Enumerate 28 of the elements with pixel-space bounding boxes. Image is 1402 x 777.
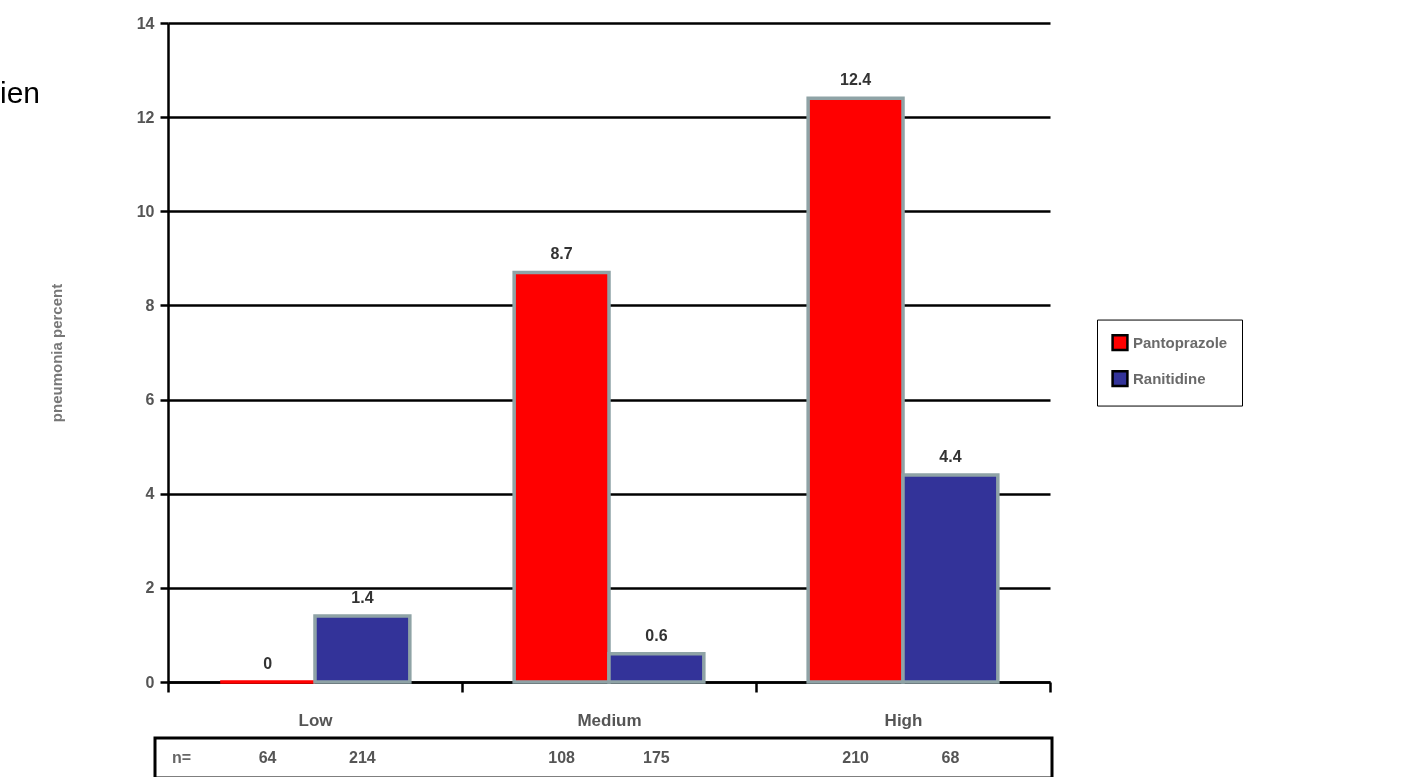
text: n=	[172, 749, 192, 766]
y-tick-label: 14	[136, 14, 155, 32]
y-tick-label: 4	[145, 485, 155, 503]
y-tick-label: 12	[136, 108, 155, 126]
data-label: 8.7	[550, 245, 573, 263]
y-tick-label: 10	[136, 202, 155, 220]
y-tick-label: 0	[145, 673, 155, 691]
data-label: 0.6	[645, 626, 668, 644]
y-axis-title: pneumonia percent	[47, 283, 65, 423]
x-tick-label: Low	[298, 710, 334, 730]
text: ien	[0, 76, 41, 110]
text: 108	[548, 749, 576, 766]
text: 175	[643, 749, 670, 766]
data-label: 0	[263, 655, 273, 672]
text: 210	[842, 749, 870, 766]
legend-label: Pantoprazole	[1133, 333, 1228, 351]
text: 68	[941, 749, 960, 766]
text: 64	[258, 749, 277, 766]
text: 214	[349, 749, 376, 766]
y-tick-label: 2	[145, 579, 155, 597]
y-tick-label: 6	[145, 391, 155, 409]
y-tick-label: 8	[145, 296, 155, 314]
x-tick-label: Medium	[577, 710, 642, 730]
data-label: 4.4	[939, 447, 962, 465]
x-tick-label: High	[884, 710, 923, 730]
data-label: 12.4	[840, 71, 872, 89]
data-label: 1.4	[351, 589, 374, 607]
legend-label: Ranitidine	[1133, 369, 1206, 387]
